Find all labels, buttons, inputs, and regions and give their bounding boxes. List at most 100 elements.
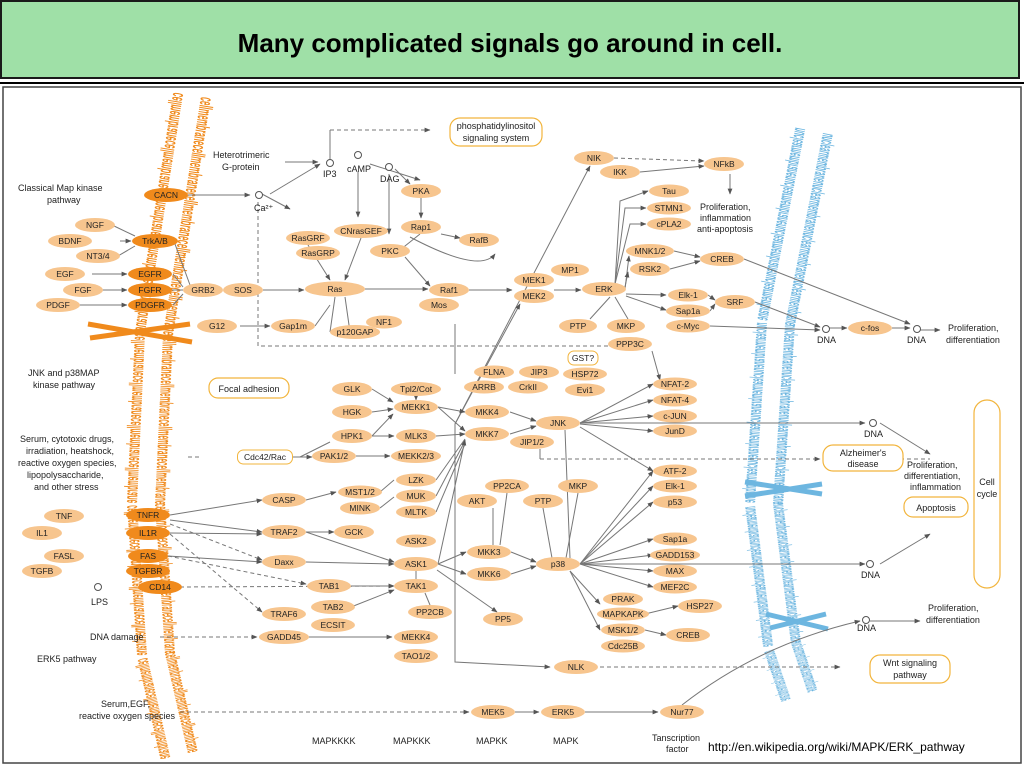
protein-node-label: MLTK xyxy=(405,507,427,517)
protein-node-shape xyxy=(408,605,452,619)
protein-node-label: PAK1/2 xyxy=(320,451,348,461)
protein-node-shape xyxy=(608,337,652,351)
protein-node-shape xyxy=(63,283,103,297)
protein-node-label: CREB xyxy=(710,254,734,264)
plain-node-shape xyxy=(567,350,599,366)
protein-node-shape xyxy=(541,705,585,719)
protein-node-shape xyxy=(647,217,691,231)
protein-node-label: MLK3 xyxy=(405,431,427,441)
protein-node-shape xyxy=(653,393,697,407)
protein-node-shape xyxy=(600,165,640,179)
protein-node-label: p38 xyxy=(551,559,565,569)
protein-node-shape xyxy=(197,319,237,333)
protein-node-shape xyxy=(138,580,182,594)
focal-adhesion-box xyxy=(208,377,290,399)
protein-node-shape xyxy=(36,298,80,312)
protein-node-shape xyxy=(582,282,626,296)
protein-node-shape xyxy=(366,315,402,329)
protein-node-label: Elk-1 xyxy=(665,481,685,491)
label-classical-map: Classical Map kinase xyxy=(18,183,103,193)
protein-node-shape xyxy=(465,427,509,441)
protein-node-label: JunD xyxy=(665,426,685,436)
protein-node-label: ECSIT xyxy=(320,620,345,630)
protein-node-label: SOS xyxy=(234,285,252,295)
plain-node-label: GST? xyxy=(572,353,594,363)
protein-node-shape xyxy=(514,289,554,303)
label-dna-3: DNA xyxy=(864,429,883,439)
protein-node-shape xyxy=(597,607,649,621)
protein-node-shape xyxy=(262,607,306,621)
protein-node-label: Gap1m xyxy=(279,321,307,331)
protein-node-label: GADD45 xyxy=(267,632,301,642)
protein-node-shape xyxy=(467,545,511,559)
label-g-protein: G-protein xyxy=(222,162,260,172)
mapk-pathway-diagram: cellmembranecellmembranecellmembranecell… xyxy=(2,86,1022,764)
protein-node-label: Ras xyxy=(327,284,342,294)
protein-node-shape xyxy=(391,449,441,463)
protein-node-label: MST1/2 xyxy=(345,487,375,497)
protein-node-shape xyxy=(45,267,85,281)
cell-cycle-label-1: Cell xyxy=(979,477,995,487)
diagram-frame xyxy=(2,86,1022,764)
source-url: http://en.wikipedia.org/wiki/MAPK/ERK_pa… xyxy=(708,740,965,754)
protein-node-label: PPP3C xyxy=(616,339,644,349)
focal-adhesion-label: Focal adhesion xyxy=(218,384,279,394)
protein-node-label: Raf1 xyxy=(440,285,458,295)
protein-node-label: p53 xyxy=(668,497,682,507)
protein-node-shape xyxy=(601,623,645,637)
protein-node-label: cPLA2 xyxy=(656,219,681,229)
protein-node-shape xyxy=(305,281,365,297)
protein-node-shape xyxy=(457,494,497,508)
protein-node-shape xyxy=(467,567,511,581)
label-lps: LPS xyxy=(91,597,108,607)
protein-node-shape xyxy=(519,365,559,379)
protein-node-shape xyxy=(459,233,499,247)
protein-node-shape xyxy=(649,184,689,198)
protein-node-label: JNK xyxy=(550,418,566,428)
protein-node-label: Evi1 xyxy=(577,385,594,395)
label-serum-5: and other stress xyxy=(34,482,99,492)
protein-node-shape xyxy=(653,564,697,578)
protein-node-shape xyxy=(391,382,441,396)
protein-node-label: Rap1 xyxy=(411,222,432,232)
protein-node-shape xyxy=(536,416,580,430)
protein-node-label: MEK5 xyxy=(481,707,504,717)
label-tf-1: Tanscription xyxy=(652,733,700,743)
apoptosis-box xyxy=(903,496,969,518)
protein-node-label: MEKK4 xyxy=(402,632,431,642)
protein-node-label: AKT xyxy=(469,496,486,506)
protein-node-label: ARRB xyxy=(472,382,496,392)
protein-node-label: MKP xyxy=(617,321,636,331)
protein-node-label: MNK1/2 xyxy=(635,246,666,256)
protein-node-label: c-Myc xyxy=(677,321,700,331)
alzheimer-label-1: Alzheimer's xyxy=(840,448,887,458)
protein-node-label: RafB xyxy=(470,235,489,245)
protein-node-label: Nur77 xyxy=(670,707,693,717)
protein-node-label: RasGRP xyxy=(301,248,335,258)
protein-node-shape xyxy=(332,429,372,443)
protein-node-shape xyxy=(653,409,697,423)
protein-node-shape xyxy=(396,473,436,487)
protein-node-label: PTP xyxy=(570,321,587,331)
protein-node-shape xyxy=(128,283,172,297)
protein-node-label: NFAT-4 xyxy=(661,395,689,405)
label-reactive-oxygen: reactive oxygen species xyxy=(79,711,176,721)
protein-node-shape xyxy=(563,367,607,381)
protein-node-shape xyxy=(183,283,223,297)
label-ip3: IP3 xyxy=(323,169,337,179)
protein-node-shape xyxy=(44,509,84,523)
protein-node-label: GCK xyxy=(345,527,364,537)
protein-node-label: MEKK1 xyxy=(402,402,431,412)
protein-node-shape xyxy=(666,304,710,318)
protein-node-shape xyxy=(647,201,691,215)
label-prolif-3a: Proliferation, xyxy=(907,460,958,470)
protein-node-shape xyxy=(126,508,170,522)
label-mapkkk: MAPKKK xyxy=(393,736,431,746)
alzheimer-box xyxy=(822,444,904,472)
protein-node-shape xyxy=(311,600,355,614)
protein-node-shape xyxy=(22,564,62,578)
label-dna-4: DNA xyxy=(861,570,880,580)
label-jnk: JNK and p38MAP xyxy=(28,368,100,378)
protein-node-label: HPK1 xyxy=(341,431,363,441)
protein-node-shape xyxy=(340,501,380,515)
